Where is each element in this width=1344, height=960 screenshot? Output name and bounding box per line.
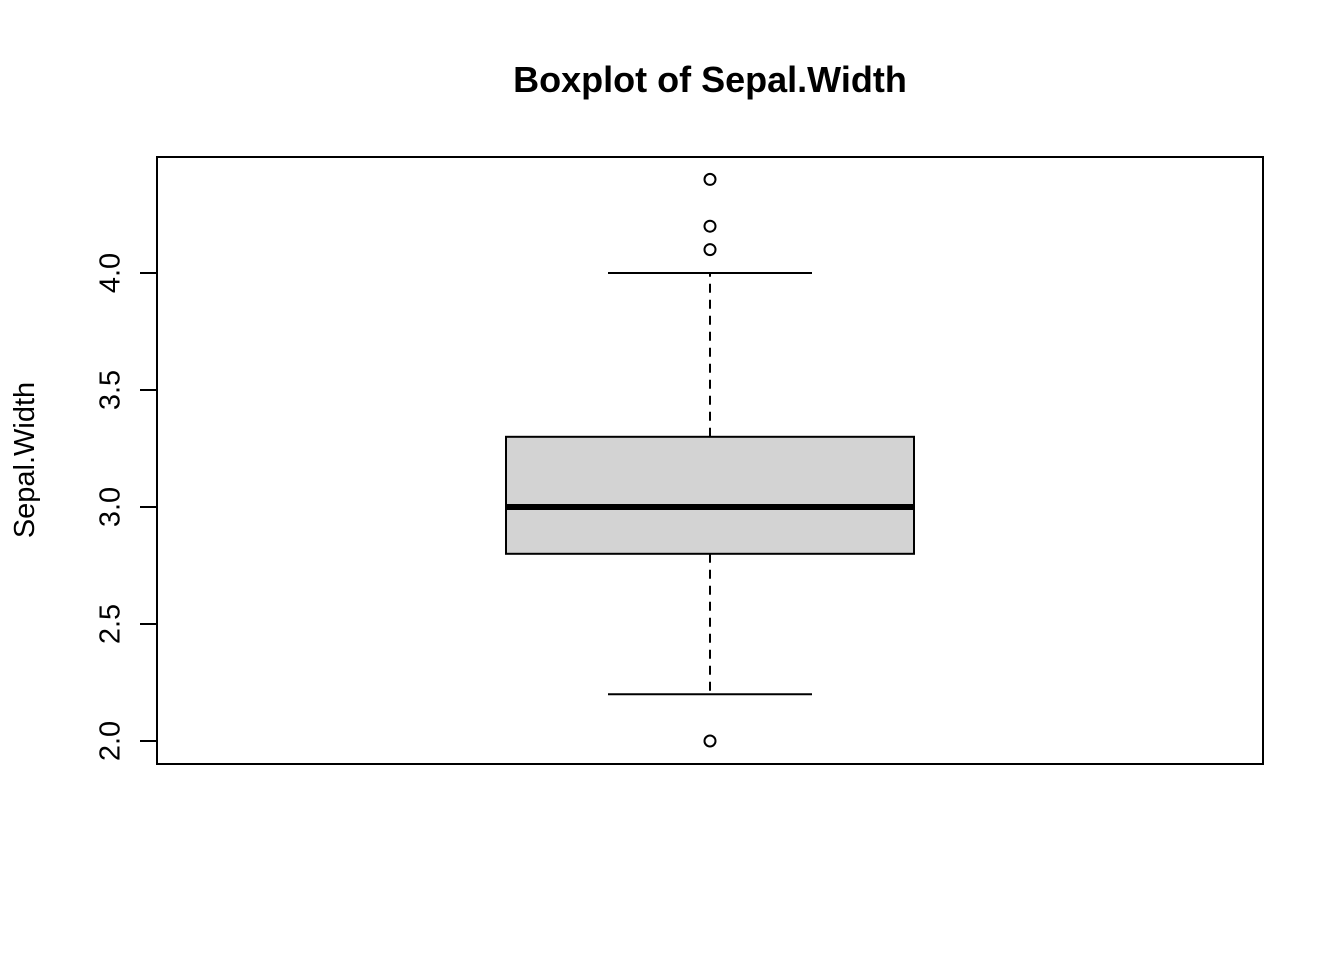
y-tick-label: 4.0	[95, 253, 127, 293]
outlier-point	[703, 172, 717, 186]
y-axis-label: Sepal.Width	[9, 382, 41, 538]
y-tick-label: 2.0	[95, 721, 127, 761]
y-tick-label: 2.5	[95, 604, 127, 644]
outlier-point	[703, 219, 717, 233]
y-tick-label: 3.0	[95, 487, 127, 527]
y-axis: 2.0 2.5 3.0 3.5 4.0	[95, 253, 158, 761]
iqr-box	[505, 435, 915, 555]
chart-title: Boxplot of Sepal.Width	[513, 59, 907, 100]
box-group	[505, 172, 915, 748]
y-tick-label: 3.5	[95, 370, 127, 410]
outlier-point	[703, 734, 717, 748]
outlier-point	[703, 243, 717, 257]
